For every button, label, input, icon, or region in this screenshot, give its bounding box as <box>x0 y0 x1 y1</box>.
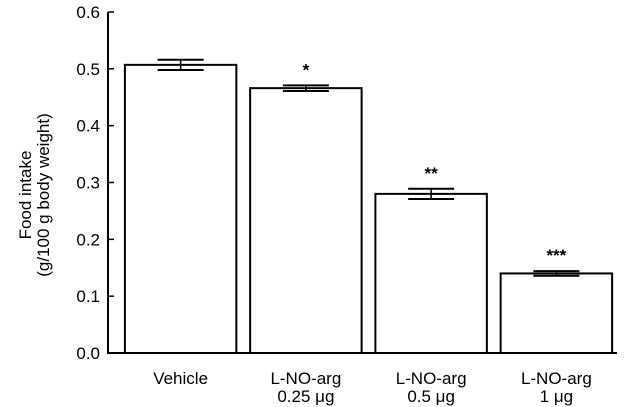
significance-label: ** <box>425 164 439 183</box>
x-category-label: 1 μg <box>540 387 573 406</box>
x-category-label: L-NO-arg <box>396 369 467 388</box>
significance-label: * <box>303 60 310 79</box>
bars: ****** <box>123 58 614 354</box>
bar <box>123 63 238 354</box>
x-category-label: Vehicle <box>153 369 208 388</box>
y-axis-ticks: 0.0 0.1 0.2 0.3 0.4 0.5 0.6 <box>76 3 114 363</box>
y-tick-label: 0.5 <box>76 60 100 79</box>
y-tick-label: 0.1 <box>76 287 100 306</box>
y-axis-title: Food intake (g/100 g body weight) <box>16 113 53 277</box>
y-tick-label: 0.6 <box>76 3 100 22</box>
y-axis-label-line-2: (g/100 g body weight) <box>34 113 53 277</box>
y-tick-label: 0.3 <box>76 174 100 193</box>
significance-label: *** <box>546 246 566 265</box>
x-category-label: 0.25 μg <box>277 387 334 406</box>
x-category-label: L-NO-arg <box>270 369 341 388</box>
y-tick-label: 0.2 <box>76 230 100 249</box>
bar <box>374 192 488 354</box>
bar <box>249 87 363 354</box>
x-category-label: 0.5 μg <box>407 387 455 406</box>
bar <box>499 272 614 354</box>
y-tick-label: 0.4 <box>76 117 100 136</box>
y-tick-label: 0.0 <box>76 344 100 363</box>
y-axis-label-line-1: Food intake <box>16 151 35 240</box>
x-category-label: L-NO-arg <box>521 369 592 388</box>
